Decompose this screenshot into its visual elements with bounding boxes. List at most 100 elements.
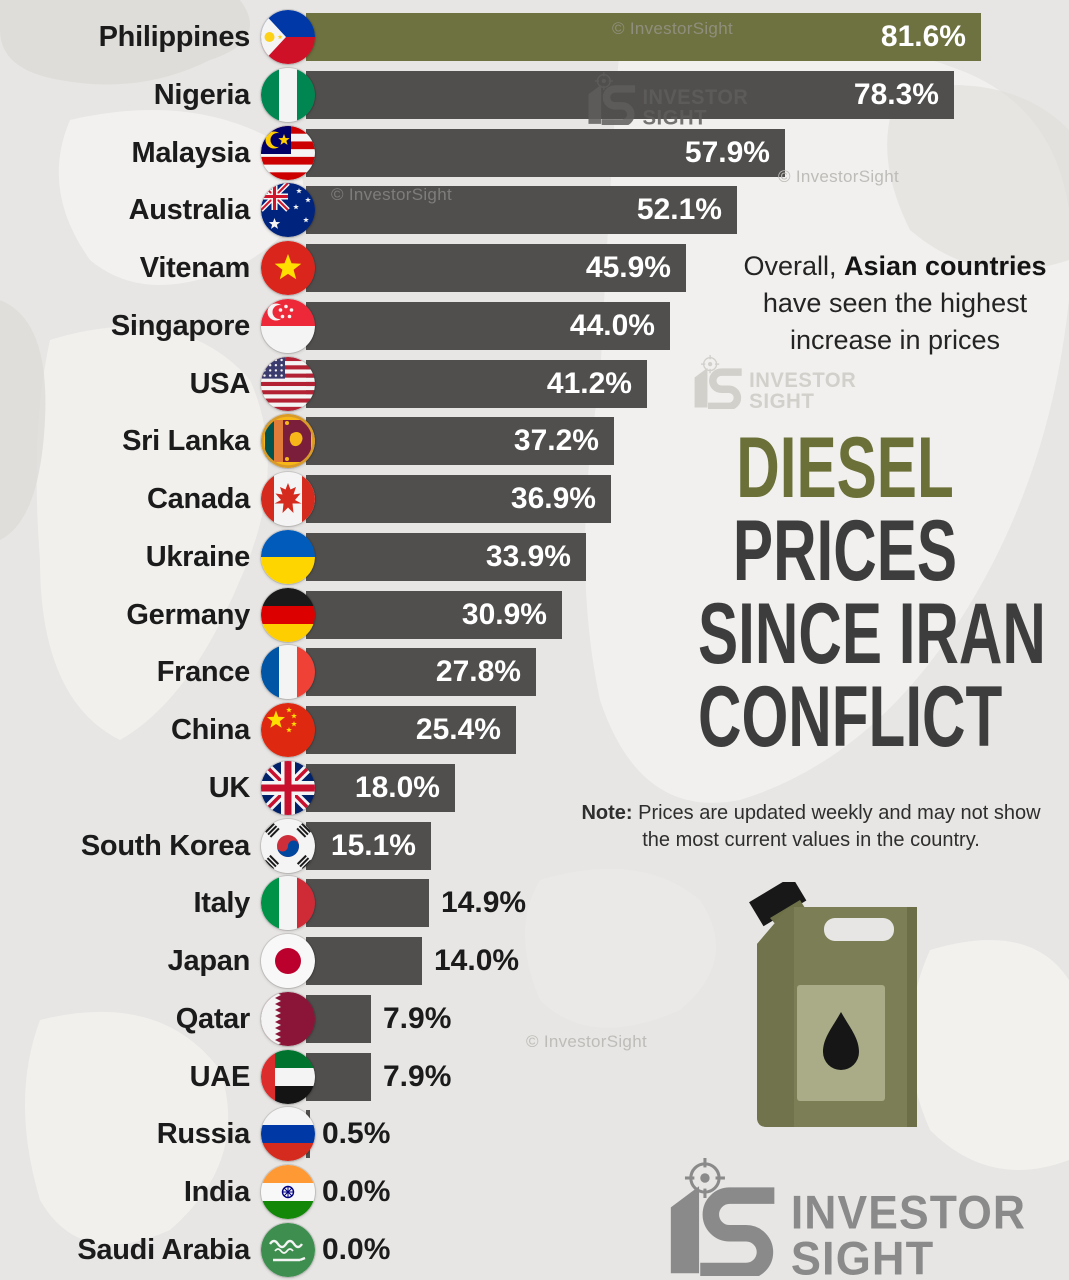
flag-icon	[261, 1165, 315, 1219]
is-monogram-icon	[588, 84, 636, 125]
country-label: Vitenam	[139, 252, 251, 284]
bar: 15.1%	[306, 821, 431, 870]
country-label: France	[156, 656, 251, 689]
country-label: Sri Lanka	[122, 425, 250, 458]
bar	[306, 937, 422, 985]
country-label: Nigeria	[153, 78, 251, 111]
watermark-copyright: © InvestorSight	[612, 19, 733, 38]
svg-text:INVESTOR: INVESTOR	[791, 1186, 1026, 1239]
value-label: 7.9%	[383, 1059, 452, 1093]
bar-row: India 0.0%	[0, 1163, 1069, 1221]
value-label: 57.9%	[684, 135, 770, 169]
country-label: Qatar	[175, 1002, 251, 1035]
svg-text:SIGHT: SIGHT	[791, 1231, 935, 1275]
bar-row: Germany 30.9%	[0, 586, 1069, 644]
bar: 36.9%	[306, 475, 611, 523]
flag-icon	[261, 760, 315, 815]
bar	[306, 1052, 371, 1101]
brand-logo: INVESTOR SIGHT	[652, 1158, 1052, 1276]
bar-row: Philippines 81.6%	[0, 8, 1069, 66]
flag-icon	[261, 183, 315, 238]
country-label: Ukraine	[145, 540, 251, 573]
page-title-line2: PRICES	[732, 503, 958, 599]
bar: 18.0%	[306, 763, 455, 812]
flag-icon	[261, 298, 315, 353]
country-label: Saudi Arabia	[77, 1233, 250, 1266]
flag-icon	[261, 991, 315, 1046]
bar-row: Nigeria 78.3%	[0, 66, 1069, 124]
bar-row: Vitenam 45.9%	[0, 239, 1069, 297]
bar: 27.8%	[306, 648, 536, 697]
bar: 30.9%	[306, 590, 562, 639]
value-label: 25.4%	[415, 713, 501, 746]
page-title-line1: DIESEL	[736, 420, 954, 516]
value-label: 0.5%	[322, 1117, 391, 1151]
country-label: UAE	[189, 1060, 251, 1093]
value-label: 36.9%	[510, 482, 596, 515]
country-label: Australia	[128, 194, 251, 227]
country-label: China	[170, 714, 250, 746]
value-label: 0.0%	[322, 1232, 391, 1266]
flag-icon	[261, 587, 315, 642]
flag-icon	[261, 529, 315, 584]
bar-row: China 25.4%	[0, 701, 1069, 759]
country-label: Italy	[193, 887, 250, 920]
country-label: Philippines	[98, 21, 251, 53]
bar: 41.2%	[306, 359, 647, 408]
country-label: Malaysia	[131, 136, 250, 169]
value-label: 18.0%	[354, 770, 440, 804]
bar: 44.0%	[306, 301, 670, 350]
flag-icon	[261, 472, 315, 526]
country-label: UK	[208, 771, 251, 804]
bar-row: Sri Lanka 37.2%	[0, 412, 1069, 470]
value-label: 27.8%	[435, 655, 521, 689]
page-title-line3: SINCE IRAN	[698, 586, 1046, 682]
country-label: South Korea	[80, 829, 250, 862]
watermark-copyright: © InvestorSight	[331, 185, 452, 204]
country-label: Singapore	[110, 309, 250, 342]
flag-icon	[261, 934, 315, 988]
flag-icon	[261, 414, 315, 469]
country-label: Russia	[156, 1118, 251, 1151]
bar: 57.9%	[306, 128, 785, 177]
value-label: 0.0%	[322, 1175, 391, 1208]
bar: 37.2%	[306, 417, 614, 466]
bar-row: UK 18.0%	[0, 759, 1069, 817]
watermark-brand-logo-icon: INVESTOR SIGHT	[580, 72, 760, 125]
annotation-bold: Asian countries	[843, 251, 1047, 281]
value-label: 78.3%	[853, 77, 939, 111]
country-label: Canada	[147, 483, 250, 515]
value-label: 30.9%	[461, 597, 547, 631]
note-line2: the most current values in the country.	[642, 829, 980, 851]
value-label: 14.0%	[434, 944, 520, 977]
flag-icon	[261, 10, 315, 64]
bar-row: Saudi Arabia 0.0%	[0, 1221, 1069, 1279]
country-label: USA	[189, 367, 251, 400]
svg-text:INVESTOR: INVESTOR	[642, 86, 748, 109]
value-label: 33.9%	[485, 539, 571, 573]
flag-icon	[261, 645, 315, 700]
country-label: India	[183, 1176, 250, 1208]
bar-row: Italy 14.9%	[0, 874, 1069, 932]
flag-icon	[261, 241, 315, 295]
bar	[306, 994, 371, 1043]
value-label: 44.0%	[569, 308, 655, 342]
flag-icon	[261, 1107, 315, 1162]
bar-row: Canada 36.9%	[0, 470, 1069, 528]
bar-row: Malaysia 57.9%	[0, 124, 1069, 182]
value-label: 14.9%	[441, 886, 527, 920]
bar-row: Singapore 44.0%	[0, 297, 1069, 355]
flag-icon	[261, 818, 315, 873]
value-label: 81.6%	[880, 20, 966, 53]
bar-row: South Korea 15.1%	[0, 817, 1069, 875]
flag-icon	[261, 356, 315, 411]
bar-row: Australia 52.1%	[0, 181, 1069, 239]
bar-row: UAE 7.9%	[0, 1048, 1069, 1106]
bar: 25.4%	[306, 706, 516, 754]
bar-row: Russia 0.5%	[0, 1105, 1069, 1163]
crosshair-icon	[684, 1158, 725, 1198]
bar-row: Japan 14.0%	[0, 932, 1069, 990]
value-label: 41.2%	[546, 366, 632, 400]
jerrycan-icon	[749, 882, 917, 1127]
